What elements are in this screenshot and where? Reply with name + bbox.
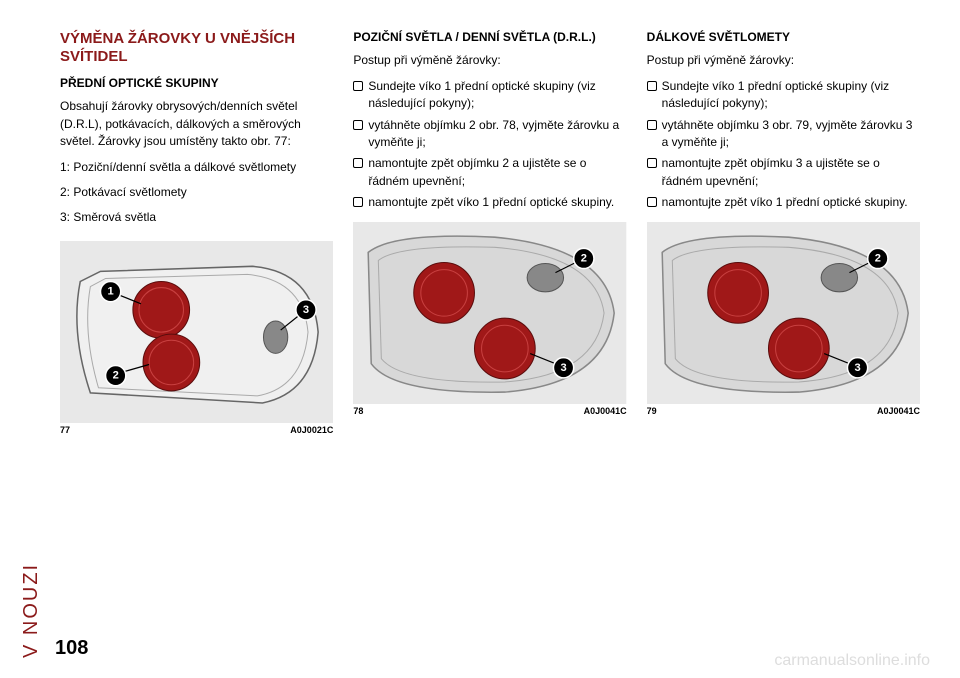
figure-79: 2 3 79 A0J0041C [647,222,920,416]
svg-text:3: 3 [561,361,567,373]
col3-b3: namontujte zpět objímku 3 a ujistěte se … [647,155,920,190]
svg-text:2: 2 [113,369,119,381]
col1-p1: Obsahují žárovky obrysových/denních svět… [60,98,333,150]
fig78-caption: 78 A0J0041C [353,406,626,416]
column-1: VÝMĚNA ŽÁROVKY U VNĚJŠÍCH SVÍTIDEL PŘEDN… [60,30,333,658]
svg-text:3: 3 [854,361,860,373]
bullet-icon [647,197,657,207]
headlight-back-78-icon: 2 3 [353,222,626,404]
fig78-num: 78 [353,406,363,416]
col1-p3: 2: Potkávací světlomety [60,184,333,201]
headlight-back-79-icon: 2 3 [647,222,920,404]
bullet-icon [353,120,363,130]
column-2: POZIČNÍ SVĚTLA / DENNÍ SVĚTLA (D.R.L.) P… [353,30,626,658]
fig77-caption: 77 A0J0021C [60,425,333,435]
bullet-icon [647,120,657,130]
col2-subtitle: POZIČNÍ SVĚTLA / DENNÍ SVĚTLA (D.R.L.) [353,30,626,44]
col2-b2: vytáhněte objímku 2 obr. 78, vyjměte žár… [353,117,626,152]
col2-p1: Postup při výměně žárovky: [353,52,626,69]
headlight-diagram-icon: 1 2 3 [60,241,333,423]
col3-b4: namontujte zpět víko 1 přední optické sk… [647,194,920,211]
col2-b3: namontujte zpět objímku 2 a ujistěte se … [353,155,626,190]
col1-subtitle: PŘEDNÍ OPTICKÉ SKUPINY [60,76,333,90]
figure-78: 2 3 78 A0J0041C [353,222,626,416]
col2-b4: namontujte zpět víko 1 přední optické sk… [353,194,626,211]
fig79-caption: 79 A0J0041C [647,406,920,416]
figure-77: 1 2 3 77 A0J0021C [60,241,333,435]
column-3: DÁLKOVÉ SVĚTLOMETY Postup při výměně žár… [647,30,920,658]
col3-b1: Sundejte víko 1 přední optické skupiny (… [647,78,920,113]
col3-subtitle: DÁLKOVÉ SVĚTLOMETY [647,30,920,44]
col3-b2: vytáhněte objímku 3 obr. 79, vyjměte žár… [647,117,920,152]
section-label: V NOUZI [20,30,50,658]
col3-p1: Postup při výměně žárovky: [647,52,920,69]
content-columns: VÝMĚNA ŽÁROVKY U VNĚJŠÍCH SVÍTIDEL PŘEDN… [60,30,920,658]
main-title: VÝMĚNA ŽÁROVKY U VNĚJŠÍCH SVÍTIDEL [60,30,333,66]
bullet-icon [647,158,657,168]
bullet-icon [647,81,657,91]
page-number: 108 [55,637,88,660]
svg-text:1: 1 [108,285,114,297]
fig79-code: A0J0041C [877,406,920,416]
fig79-num: 79 [647,406,657,416]
fig77-num: 77 [60,425,70,435]
col1-p2: 1: Poziční/denní světla a dálkové světlo… [60,159,333,176]
fig77-code: A0J0021C [290,425,333,435]
watermark: carmanualsonline.info [774,652,930,670]
bullet-icon [353,197,363,207]
svg-text:2: 2 [874,252,880,264]
svg-text:3: 3 [303,304,309,316]
bullet-icon [353,158,363,168]
bullet-icon [353,81,363,91]
col2-b1: Sundejte víko 1 přední optické skupiny (… [353,78,626,113]
fig78-code: A0J0041C [584,406,627,416]
col1-p4: 3: Směrová světla [60,209,333,226]
page: V NOUZI VÝMĚNA ŽÁROVKY U VNĚJŠÍCH SVÍTID… [0,0,960,678]
svg-text:2: 2 [581,252,587,264]
